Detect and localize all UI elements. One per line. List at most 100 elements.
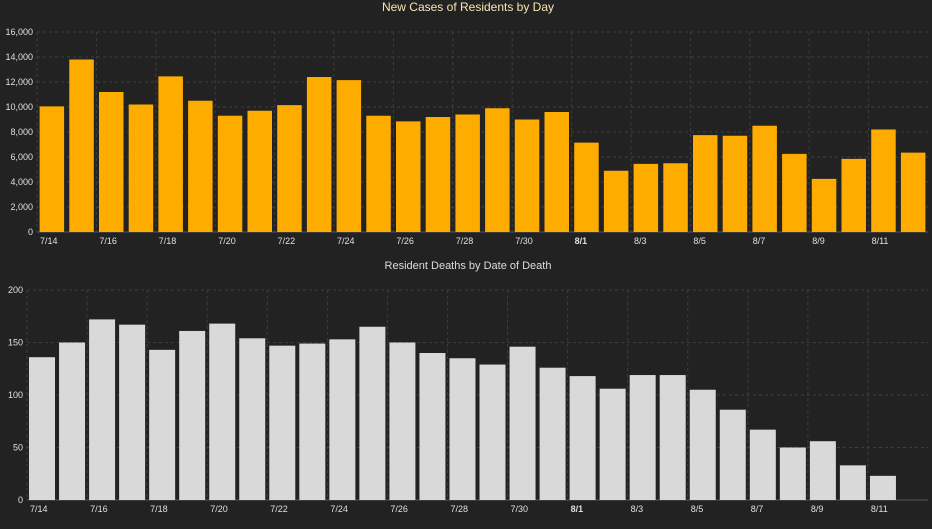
cases-bar-8-8[interactable] — [782, 153, 807, 232]
deaths-bar-8-11[interactable] — [869, 475, 896, 500]
deaths-bar-8-8[interactable] — [779, 447, 806, 501]
cases-bar-7-19[interactable] — [188, 100, 213, 232]
deaths-bar-7-27[interactable] — [419, 353, 446, 500]
cases-x-tick-label: 7/14 — [40, 236, 58, 246]
cases-x-tick-label: 7/30 — [515, 236, 533, 246]
deaths-bar-8-5[interactable] — [689, 389, 716, 500]
cases-bar-8-5[interactable] — [693, 135, 718, 232]
cases-y-tick-label: 4,000 — [10, 177, 33, 187]
deaths-x-tick-label: 8/5 — [691, 504, 704, 514]
deaths-x-tick-label: 7/22 — [270, 504, 288, 514]
cases-y-tick-label: 8,000 — [10, 127, 33, 137]
cases-bar-8-10[interactable] — [841, 158, 867, 232]
cases-bar-7-21[interactable] — [247, 110, 273, 232]
deaths-bar-8-1[interactable] — [569, 376, 596, 500]
deaths-x-tick-label: 7/30 — [511, 504, 529, 514]
cases-bar-8-4[interactable] — [663, 163, 688, 232]
deaths-y-tick-label: 200 — [8, 285, 23, 295]
cases-bar-7-16[interactable] — [99, 92, 124, 232]
cases-x-tick-label: 8/11 — [872, 236, 889, 246]
cases-y-tick-label: 12,000 — [5, 77, 33, 87]
cases-x-tick-label: 8/1 — [575, 236, 588, 246]
cases-x-tick-label: 7/18 — [159, 236, 177, 246]
deaths-bar-8-3[interactable] — [629, 375, 656, 500]
cases-bar-7-22[interactable] — [277, 105, 302, 232]
deaths-x-tick-label: 7/20 — [210, 504, 228, 514]
deaths-x-tick-label: 7/14 — [30, 504, 48, 514]
cases-bar-7-24[interactable] — [336, 80, 362, 232]
cases-bar-7-31[interactable] — [544, 112, 570, 232]
cases-bar-7-20[interactable] — [217, 115, 243, 232]
deaths-y-tick-label: 150 — [8, 338, 23, 348]
cases-bar-7-29[interactable] — [485, 108, 510, 232]
deaths-bar-7-15[interactable] — [59, 342, 86, 501]
deaths-x-tick-label: 8/7 — [751, 504, 764, 514]
deaths-bar-7-24[interactable] — [329, 339, 356, 500]
cases-x-tick-label: 7/26 — [396, 236, 414, 246]
deaths-bar-7-29[interactable] — [479, 364, 506, 500]
deaths-y-tick-label: 100 — [8, 390, 23, 400]
deaths-bar-7-25[interactable] — [359, 326, 386, 500]
cases-x-tick-label: 8/3 — [634, 236, 647, 246]
deaths-bar-7-14[interactable] — [29, 357, 56, 500]
cases-x-tick-label: 7/20 — [218, 236, 236, 246]
cases-x-tick-label: 8/9 — [812, 236, 825, 246]
cases-x-tick-label: 7/22 — [278, 236, 296, 246]
cases-y-tick-label: 16,000 — [5, 27, 33, 37]
cases-y-tick-label: 10,000 — [5, 102, 33, 112]
cases-bar-7-23[interactable] — [306, 77, 332, 232]
cases-y-tick-label: 2,000 — [10, 202, 33, 212]
deaths-bar-8-10[interactable] — [839, 465, 866, 500]
cases-bar-7-17[interactable] — [128, 104, 154, 233]
deaths-bar-7-18[interactable] — [149, 349, 176, 500]
deaths-x-tick-label: 7/18 — [150, 504, 168, 514]
cases-bar-8-2[interactable] — [603, 170, 629, 232]
cases-x-tick-label: 7/16 — [99, 236, 117, 246]
deaths-x-tick-label: 7/16 — [90, 504, 108, 514]
deaths-y-tick-label: 0 — [18, 495, 23, 505]
cases-x-tick-label: 7/24 — [337, 236, 355, 246]
cases-bar-8-1[interactable] — [574, 142, 599, 232]
deaths-bar-7-26[interactable] — [389, 342, 416, 501]
deaths-plot-area: 0 50 100 150 200 7/14 7/16 7/18 7/20 7/22 7/24 7/26… — [8, 285, 928, 514]
deaths-bar-7-30[interactable] — [509, 346, 536, 500]
cases-plot-area: 0 2,000 4,000 6,000 8,000 10,000 12,000 14,000 1… — [5, 27, 928, 246]
deaths-x-tick-label: 8/11 — [871, 504, 888, 514]
deaths-x-tick-label: 7/24 — [330, 504, 348, 514]
deaths-bar-8-4[interactable] — [659, 375, 686, 500]
deaths-bar-7-21[interactable] — [239, 338, 266, 500]
deaths-bar-7-28[interactable] — [449, 358, 476, 500]
deaths-bar-8-6[interactable] — [719, 409, 746, 500]
deaths-bar-7-23[interactable] — [299, 343, 326, 500]
deaths-bar-8-7[interactable] — [749, 429, 776, 500]
cases-bar-8-6[interactable] — [722, 135, 748, 232]
cases-bar-7-15[interactable] — [69, 59, 94, 233]
cases-x-tick-label: 8/7 — [753, 236, 766, 246]
cases-bar-8-7[interactable] — [752, 125, 777, 232]
cases-bar-7-14[interactable] — [39, 106, 65, 232]
deaths-chart-title: Resident Deaths by Date of Death — [385, 260, 552, 272]
cases-bar-7-25[interactable] — [366, 115, 391, 232]
deaths-x-tick-label: 8/3 — [631, 504, 644, 514]
cases-y-tick-label: 6,000 — [10, 152, 33, 162]
deaths-bar-7-20[interactable] — [209, 323, 236, 500]
deaths-bar-8-2[interactable] — [599, 388, 626, 500]
deaths-bar-7-19[interactable] — [179, 330, 206, 500]
deaths-bar-7-22[interactable] — [269, 345, 296, 500]
cases-bar-7-28[interactable] — [455, 114, 480, 233]
deaths-bar-7-31[interactable] — [539, 367, 566, 500]
cases-bar-7-18[interactable] — [158, 76, 183, 232]
deaths-x-tick-label: 8/1 — [571, 504, 584, 514]
cases-bar-7-27[interactable] — [425, 117, 451, 232]
cases-bar-8-11[interactable] — [871, 129, 896, 233]
cases-bar-8-3[interactable] — [633, 163, 659, 232]
deaths-bar-8-9[interactable] — [809, 441, 836, 500]
cases-bar-7-30[interactable] — [514, 119, 540, 233]
deaths-bar-7-17[interactable] — [119, 324, 146, 500]
deaths-bar-7-16[interactable] — [89, 319, 116, 500]
cases-y-tick-label: 0 — [28, 227, 33, 237]
cases-bar-8-9[interactable] — [811, 178, 837, 232]
cases-bar-8-12[interactable] — [900, 152, 926, 232]
cases-bar-7-26[interactable] — [396, 121, 421, 232]
